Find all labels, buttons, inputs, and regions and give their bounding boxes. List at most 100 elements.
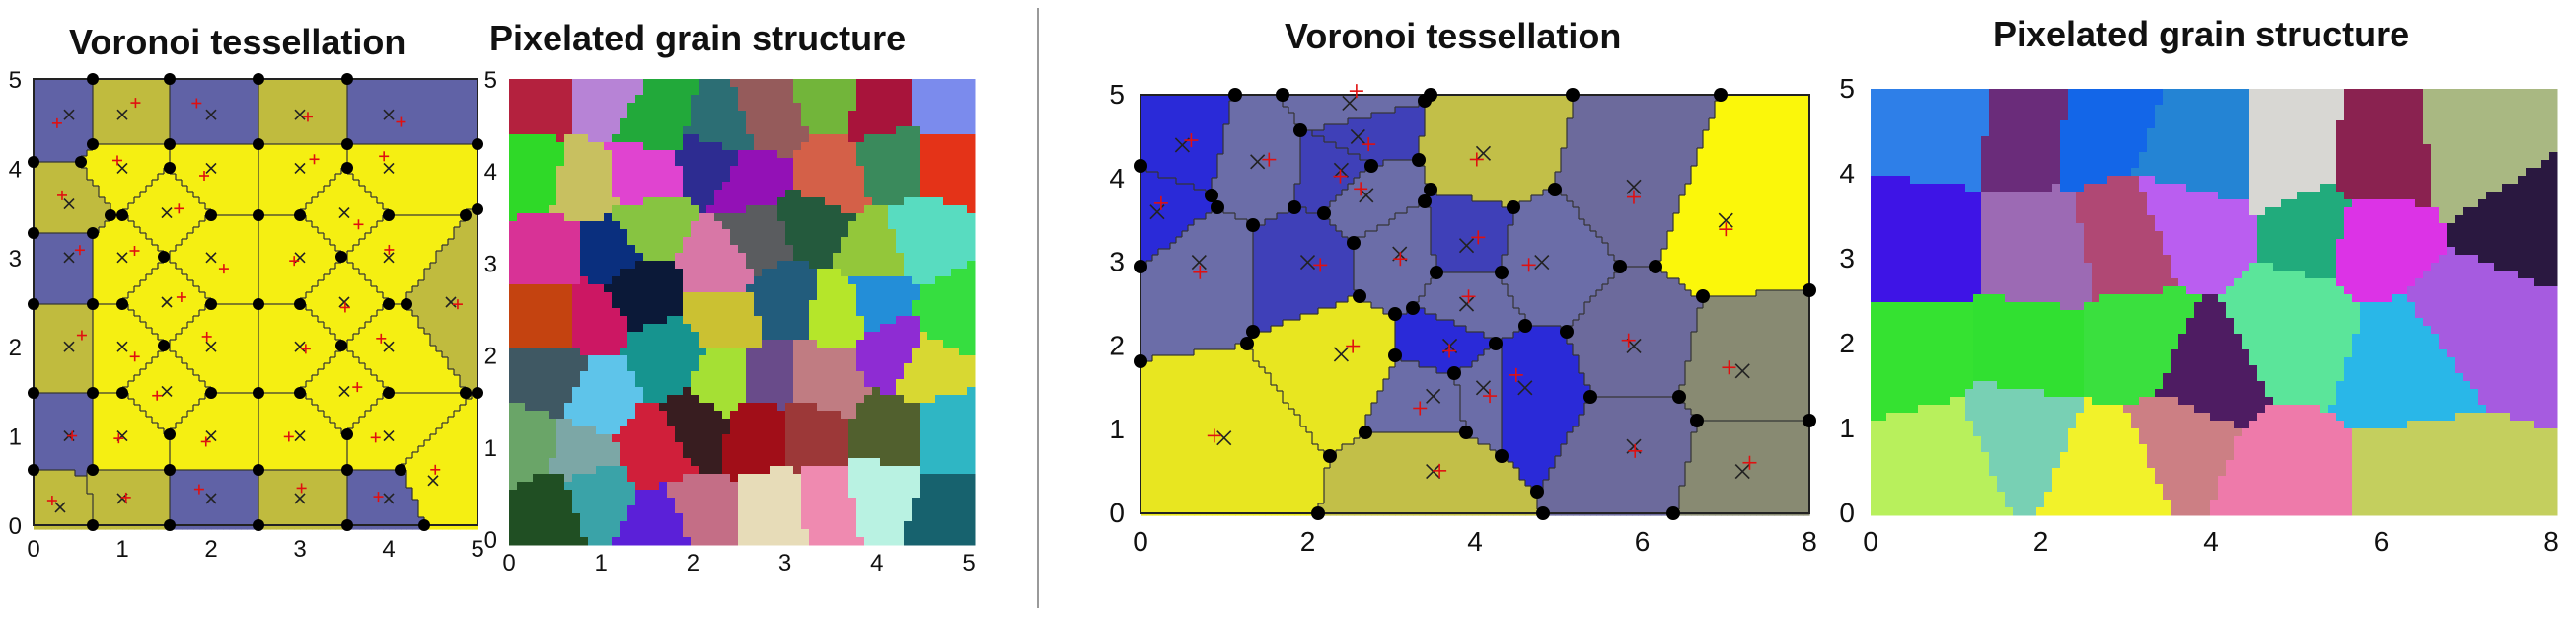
vertex-point — [116, 387, 128, 399]
left-voronoi-ytick-label: 0 — [9, 513, 22, 540]
left-pixelated-xtick-label: 1 — [595, 550, 608, 577]
vertex-point — [1228, 88, 1242, 102]
left-pixelated-ytick-label: 1 — [484, 435, 497, 462]
left-pixelated-ytick-label: 5 — [484, 67, 497, 94]
vertex-point — [87, 387, 99, 399]
vertex-point — [116, 209, 128, 221]
vertex-point — [1359, 426, 1372, 439]
vertex-point — [158, 251, 170, 263]
right-voronoi-ytick-label: 3 — [1109, 247, 1125, 277]
vertex-point — [341, 138, 353, 150]
vertex-point — [1246, 325, 1260, 339]
left-voronoi-xtick-label: 3 — [293, 536, 306, 563]
vertex-point — [164, 138, 176, 150]
right-pixelated-ytick-label: 2 — [1839, 328, 1855, 358]
vertex-point — [1583, 390, 1597, 404]
right-pixelated-ytick-label: 0 — [1839, 498, 1855, 528]
vertex-point — [164, 162, 176, 174]
vertex-point — [164, 464, 176, 476]
vertex-point — [205, 387, 217, 399]
vertex-point — [460, 209, 472, 221]
vertex-point — [1317, 206, 1331, 220]
vertex-point — [1205, 189, 1218, 202]
vertex-point — [28, 227, 39, 239]
vertex-point — [294, 387, 306, 399]
left-voronoi-xtick-label: 2 — [204, 536, 217, 563]
vertex-point — [205, 209, 217, 221]
vertex-point — [1424, 88, 1437, 102]
left-pixelated-grains — [509, 79, 976, 546]
left-pixelated-xtick-label: 2 — [687, 550, 699, 577]
right-pixelated-xtick-label: 4 — [2203, 526, 2219, 557]
vertex-point — [87, 73, 99, 85]
vertex-point — [1649, 260, 1662, 273]
right-voronoi-ytick-label: 4 — [1109, 163, 1125, 193]
vertex-point — [28, 156, 39, 168]
right-voronoi-xtick-label: 6 — [1635, 526, 1651, 557]
vertex-point — [253, 387, 264, 399]
left-pixelated-xtick-label: 0 — [502, 550, 515, 577]
vertex-point — [401, 298, 412, 310]
vertex-point — [1803, 414, 1816, 427]
vertex-point — [1518, 319, 1532, 333]
vertex-point — [87, 519, 99, 531]
right-voronoi-cells — [1141, 95, 1810, 516]
vertex-point — [1447, 366, 1461, 380]
right-pixelated-xtick-label: 8 — [2543, 526, 2559, 557]
vertex-point — [116, 298, 128, 310]
vertex-point — [87, 464, 99, 476]
right-pixelated-ytick-label: 5 — [1839, 73, 1855, 104]
vertex-point — [460, 387, 472, 399]
vertex-point — [164, 73, 176, 85]
right-pixelated-ytick-label: 1 — [1839, 413, 1855, 443]
vertex-point — [253, 464, 264, 476]
right-voronoi-xtick-label: 8 — [1802, 526, 1817, 557]
vertex-point — [164, 428, 176, 440]
vertex-point — [87, 138, 99, 150]
vertex-point — [472, 138, 483, 150]
right-voronoi-xtick-label: 2 — [1300, 526, 1316, 557]
vertex-point — [87, 227, 99, 239]
vertex-point — [1714, 88, 1728, 102]
right-pixelated-ytick-label: 4 — [1839, 158, 1855, 189]
vertex-point — [1293, 123, 1307, 137]
vertex-point — [1530, 485, 1544, 499]
left-voronoi-ytick-label: 3 — [9, 246, 22, 272]
vertex-point — [205, 298, 217, 310]
left-pixelated-xtick-label: 4 — [870, 550, 883, 577]
vertex-point — [294, 209, 306, 221]
vertex-point — [1134, 260, 1147, 273]
vertex-point — [1388, 307, 1402, 321]
vertex-point — [1412, 153, 1426, 167]
vertex-point — [1507, 200, 1520, 214]
vertex-point — [1536, 506, 1550, 520]
vertex-point — [1246, 218, 1260, 232]
vertex-point — [1424, 183, 1437, 196]
vertex-point — [341, 162, 353, 174]
vertex-point — [1211, 200, 1224, 214]
vertex-point — [253, 298, 264, 310]
vertex-point — [294, 298, 306, 310]
vertex-point — [1566, 88, 1580, 102]
left-voronoi-xtick-label: 4 — [382, 536, 395, 563]
right-voronoi-ytick-label: 2 — [1109, 330, 1125, 360]
right-pixelated-grains — [1871, 89, 2558, 516]
vertex-point — [395, 464, 406, 476]
vertex-point — [28, 387, 39, 399]
vertex-point — [1418, 194, 1432, 208]
vertex-point — [472, 203, 483, 215]
vertex-point — [1690, 414, 1704, 427]
vertex-point — [1495, 266, 1509, 279]
vertex-point — [1495, 449, 1509, 463]
left-voronoi-xtick-label: 0 — [27, 536, 39, 563]
vertex-point — [341, 519, 353, 531]
right-pixelated-xtick-label: 6 — [2374, 526, 2390, 557]
vertex-point — [1323, 449, 1337, 463]
vertex-point — [1430, 266, 1443, 279]
vertex-point — [1134, 159, 1147, 173]
right-pixelated-xtick-label: 0 — [1863, 526, 1878, 557]
vertex-point — [164, 519, 176, 531]
right-voronoi-ytick-label: 0 — [1109, 498, 1125, 528]
vertex-point — [418, 519, 430, 531]
